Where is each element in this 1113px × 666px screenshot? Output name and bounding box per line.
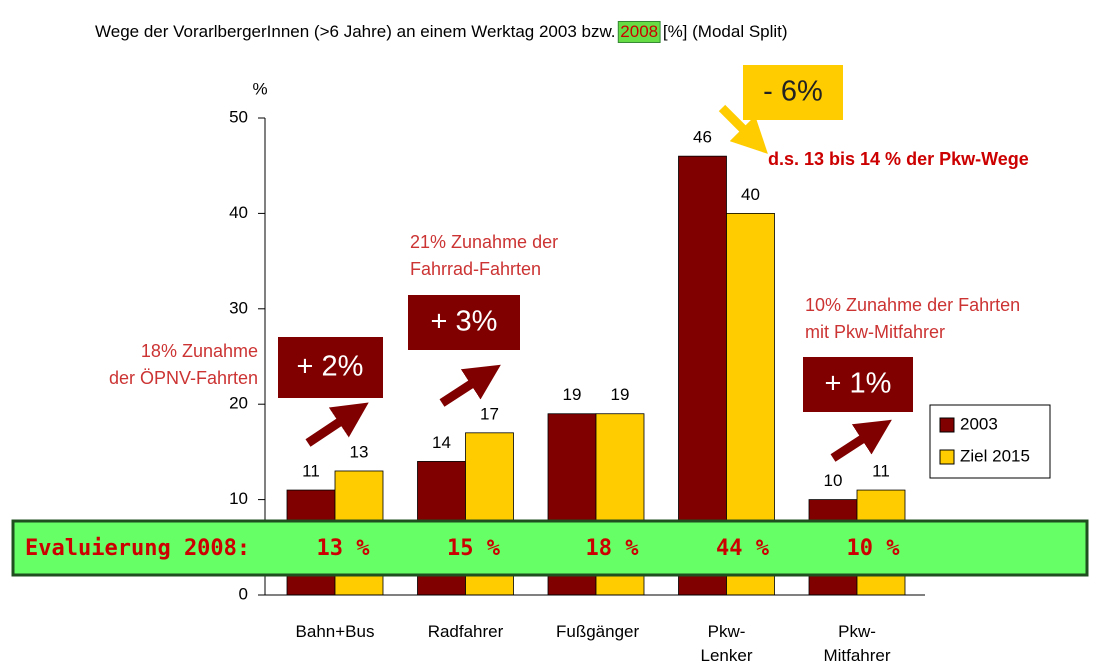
x-tick-label: Pkw-Lenker (700, 622, 753, 665)
annotation-box (803, 357, 913, 412)
annotation: 10% Zunahme der Fahrten (805, 295, 1020, 315)
evaluation-value: 13 % (317, 536, 371, 561)
annotation-box-text: + 2% (297, 351, 364, 383)
x-tick-label: Pkw-Mitfahrer (823, 622, 891, 665)
title-highlight-text: 2008 (620, 22, 658, 41)
data-label: 11 (872, 462, 890, 481)
y-tick-label: 10 (229, 489, 248, 508)
legend (929, 404, 1051, 479)
legend-entries: 2003 Ziel 2015 (939, 414, 1030, 465)
arrow (305, 402, 369, 447)
data-label: 13 (350, 442, 369, 461)
y-tick-label: 0 (239, 584, 248, 603)
annotation-box-text: - 6% (763, 76, 823, 108)
arrow (830, 419, 892, 462)
y-tick-label: 40 (229, 203, 248, 222)
annotation: Fahrrad-Fahrten (410, 259, 541, 279)
x-tick-label: Fußgänger (556, 622, 640, 641)
arrow (439, 364, 501, 407)
annotation-box (408, 295, 520, 350)
evaluation-band: Evaluierung 2008: 13 % 15 % 18 % 44 % 10 % (11, 519, 1089, 577)
data-label: 10 (824, 471, 843, 490)
data-label: 17 (480, 404, 499, 423)
legend-label: 2003 (960, 414, 998, 433)
y-axis-label: % (252, 79, 267, 98)
annotation-box-text: + 1% (825, 368, 892, 400)
arrow (718, 104, 768, 154)
evaluation-value: 18 % (586, 536, 640, 561)
annotation-box (743, 65, 843, 120)
annotation: der ÖPNV-Fahrten (109, 368, 258, 388)
title-highlight (617, 20, 661, 43)
data-label: 19 (563, 385, 582, 404)
evaluation-value: 44 % (716, 536, 770, 561)
annotation: mit Pkw-Mitfahrer (805, 322, 945, 342)
data-label: 19 (611, 385, 630, 404)
y-tick-label: 50 (229, 107, 248, 126)
title-main: Wege der VorarlbergerInnen (>6 Jahre) an… (95, 22, 616, 41)
data-label: 46 (693, 128, 712, 147)
x-tick-label: Bahn+Bus (295, 622, 375, 641)
evaluation-value: 10 % (847, 536, 901, 561)
annotation: 21% Zunahme der (410, 232, 558, 252)
evaluation-value: 15 % (447, 536, 501, 561)
y-tick-label: 30 (229, 298, 248, 317)
legend-swatch (939, 417, 955, 433)
annotation-box (278, 337, 383, 398)
data-label: 14 (432, 433, 451, 452)
legend-swatch (939, 449, 955, 465)
annotation: 18% Zunahme (141, 341, 258, 361)
x-tick-label: Radfahrer (427, 622, 504, 641)
data-label: 40 (741, 185, 760, 204)
data-label: 11 (302, 462, 320, 481)
legend-label: Ziel 2015 (960, 446, 1030, 465)
title-end: [%] (Modal Split) (663, 22, 788, 41)
chart-title: Wege der VorarlbergerInnen (>6 Jahre) an… (95, 22, 788, 41)
evaluation-label: Evaluierung 2008: (25, 536, 250, 561)
evaluation-box (11, 519, 1089, 577)
y-tick-label: 20 (229, 394, 248, 413)
annotation-box-text: + 3% (431, 306, 498, 338)
annotation: d.s. 13 bis 14 % der Pkw-Wege (768, 149, 1029, 169)
